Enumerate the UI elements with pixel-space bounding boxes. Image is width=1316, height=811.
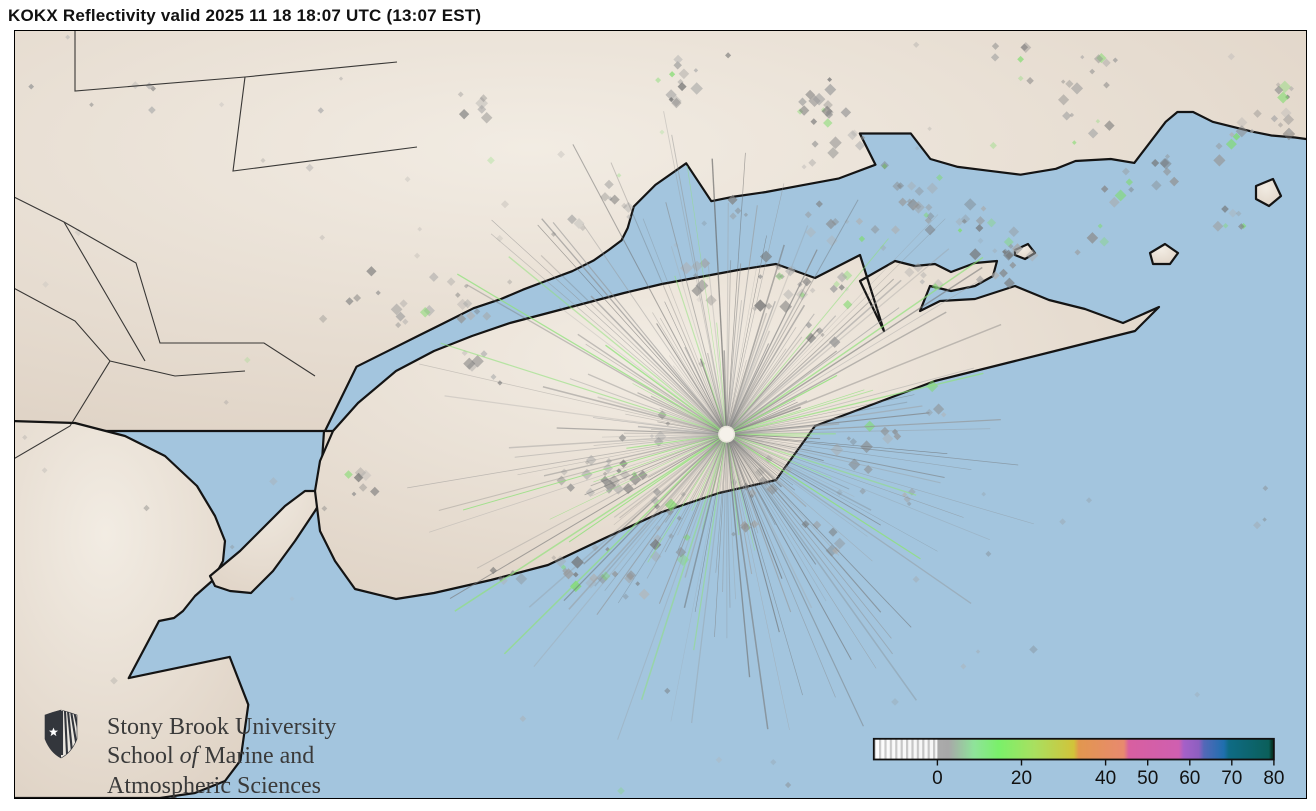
- svg-text:50: 50: [1137, 768, 1158, 789]
- svg-text:40: 40: [1095, 768, 1116, 789]
- svg-text:80: 80: [1263, 768, 1284, 789]
- svg-text:20: 20: [1011, 768, 1032, 789]
- svg-text:0: 0: [932, 768, 943, 789]
- svg-text:60: 60: [1179, 768, 1200, 789]
- svg-text:70: 70: [1221, 768, 1242, 789]
